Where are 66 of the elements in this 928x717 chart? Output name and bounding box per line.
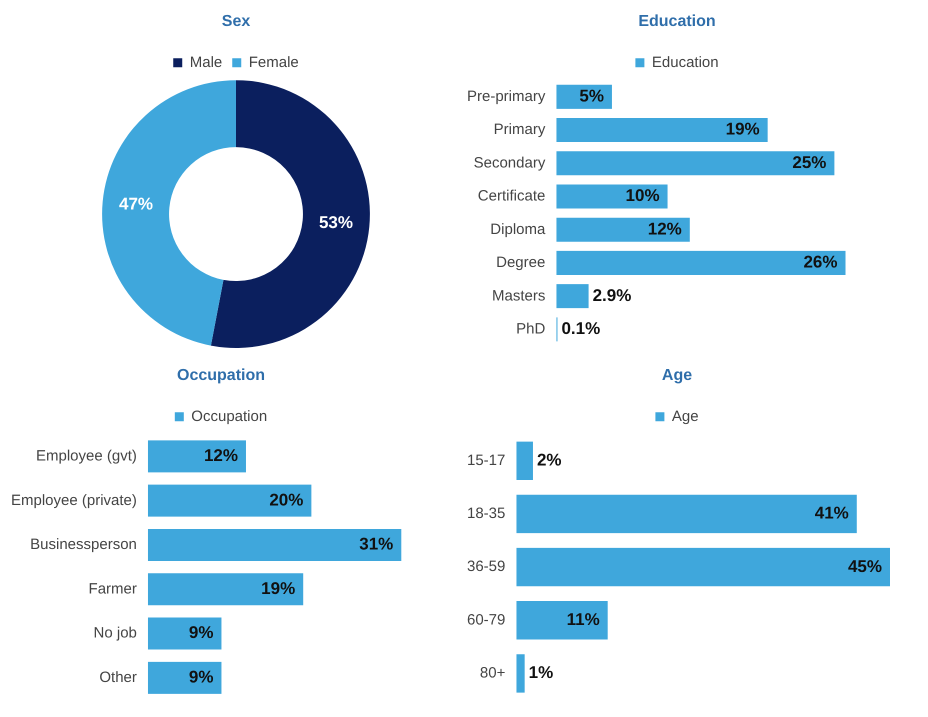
data-label: 19% — [726, 120, 760, 139]
data-label: 20% — [269, 490, 304, 510]
y-tick-label: Certificate — [478, 188, 546, 205]
data-label: 11% — [566, 610, 600, 629]
legend-label: Female — [248, 54, 299, 71]
data-label: 2.9% — [592, 286, 632, 305]
y-tick-label: Degree — [496, 254, 546, 272]
bar — [556, 184, 668, 208]
data-label: 26% — [803, 252, 838, 272]
bar — [148, 484, 312, 517]
bar — [148, 528, 402, 561]
data-label: 53% — [318, 213, 353, 232]
y-tick-label: 18-35 — [466, 505, 506, 522]
y-tick-label: Masters — [492, 287, 546, 304]
bar — [516, 654, 525, 693]
y-tick-label: Employee (private) — [10, 492, 137, 509]
bar — [148, 573, 304, 606]
legend-label: Education — [652, 54, 719, 71]
data-label: 2% — [536, 450, 562, 470]
data-label: 9% — [188, 623, 214, 642]
y-tick-label: Primary — [494, 121, 546, 138]
data-label: 0.1% — [561, 319, 600, 338]
y-tick-label: 15-17 — [466, 452, 506, 469]
y-tick-label: Farmer — [88, 580, 137, 598]
y-tick-label: Secondary — [474, 154, 546, 172]
bar — [556, 284, 589, 308]
legend-label: Male — [190, 54, 222, 71]
y-tick-label: Businessperson — [30, 536, 137, 554]
y-tick-label: Pre-primary — [466, 88, 546, 105]
legend-label: Age — [672, 408, 699, 425]
y-tick-label: Other — [99, 668, 137, 686]
data-label: 19% — [261, 578, 296, 598]
bar — [148, 618, 222, 650]
bar — [516, 601, 608, 640]
data-label: 45% — [848, 556, 882, 576]
chart-title: Education — [638, 13, 716, 30]
bar — [516, 548, 890, 586]
bar — [556, 218, 690, 242]
data-label: 31% — [359, 534, 394, 554]
bar — [556, 118, 768, 142]
bar — [148, 662, 222, 694]
y-tick-label: PhD — [516, 320, 546, 338]
data-label: 47% — [119, 194, 154, 214]
data-label: 41% — [814, 504, 849, 523]
chart-title: Occupation — [176, 367, 266, 384]
bar — [516, 442, 533, 480]
data-label: 5% — [579, 86, 604, 106]
legend-label: Occupation — [191, 408, 268, 425]
data-label: 9% — [188, 668, 214, 687]
data-label: 12% — [648, 219, 682, 238]
chart-title: Sex — [222, 13, 250, 30]
y-tick-label: Employee (gvt) — [36, 447, 137, 464]
y-tick-label: No job — [94, 624, 137, 642]
y-tick-label: Diploma — [490, 220, 546, 238]
bar — [556, 250, 846, 275]
y-tick-label: 36-59 — [466, 558, 506, 576]
data-label: 1% — [528, 663, 554, 682]
data-label: 10% — [626, 186, 660, 206]
bar — [148, 440, 246, 472]
y-tick-label: 60-79 — [466, 611, 506, 628]
chart-title: Age — [662, 367, 692, 384]
y-tick-label: 80+ — [480, 664, 506, 682]
data-label: 12% — [204, 446, 238, 466]
data-label: 25% — [792, 152, 826, 172]
bar — [516, 494, 857, 534]
bar — [556, 151, 834, 176]
